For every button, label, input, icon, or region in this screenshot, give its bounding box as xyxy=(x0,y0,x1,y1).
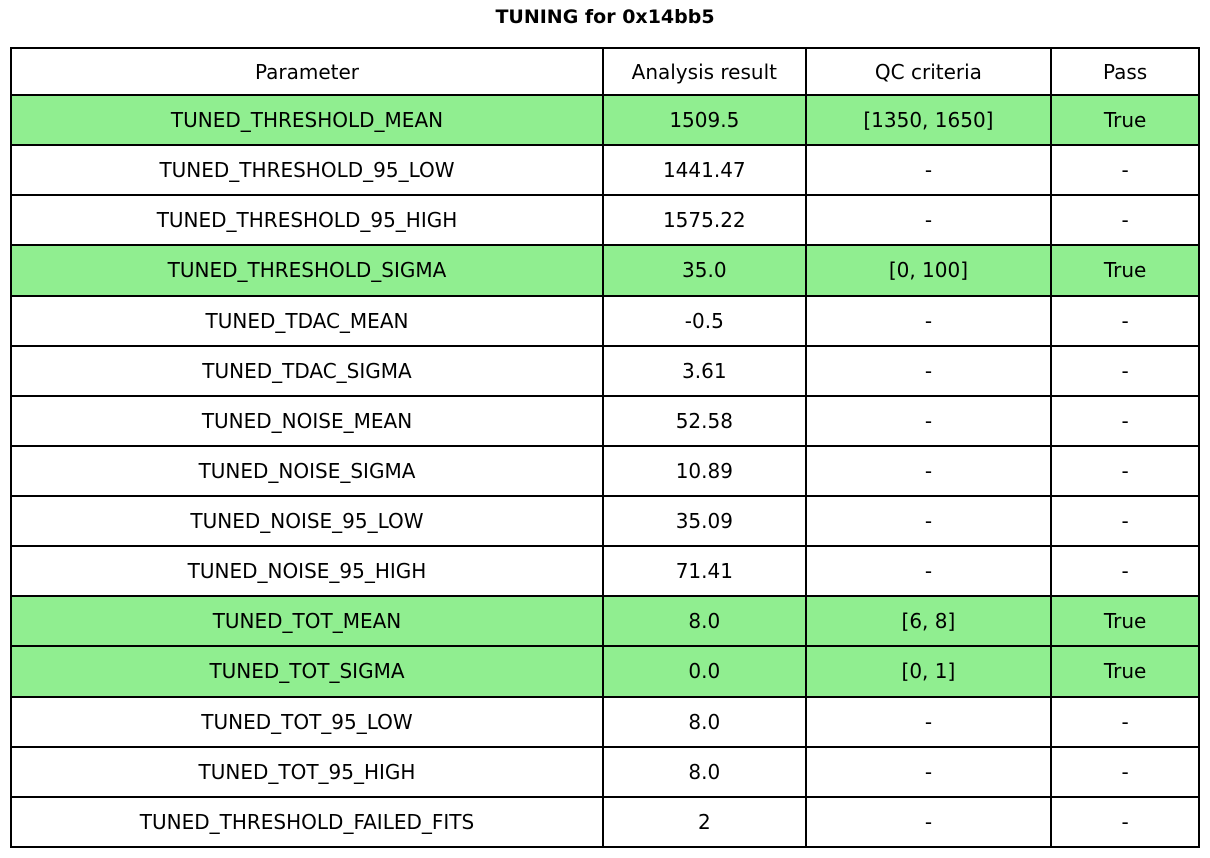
cell-result: 1575.22 xyxy=(601,194,807,247)
col-header-analysis-result: Analysis result xyxy=(601,47,807,96)
cell-qc: - xyxy=(804,545,1053,598)
cell-pass: - xyxy=(1050,494,1200,548)
cell-pass: True xyxy=(1050,645,1200,698)
table-row: TUNED_TDAC_MEAN -0.5- - xyxy=(10,294,1200,347)
cell-parameter: TUNED_TOT_SIGMA xyxy=(10,645,604,698)
cell-pass: - xyxy=(1050,144,1200,197)
cell-parameter: TUNED_TDAC_MEAN xyxy=(10,294,604,347)
cell-parameter: TUNED_TDAC_SIGMA xyxy=(10,344,604,397)
table-row: TUNED_THRESHOLD_95_LOW 1441.47- - xyxy=(10,144,1200,197)
cell-parameter: TUNED_TOT_95_HIGH xyxy=(10,745,604,798)
table-body: TUNED_THRESHOLD_MEAN 1509.5 [1350, 1650] Tr… xyxy=(10,93,1200,849)
cell-result: 1441.47 xyxy=(601,144,807,197)
cell-result: -0.5 xyxy=(601,294,807,347)
cell-pass: - xyxy=(1050,545,1200,598)
cell-qc: - xyxy=(804,494,1053,548)
cell-pass: - xyxy=(1050,695,1200,748)
cell-pass: - xyxy=(1050,344,1200,397)
cell-pass: - xyxy=(1050,194,1200,247)
cell-parameter: TUNED_THRESHOLD_FAILED_FITS xyxy=(10,795,604,849)
cell-parameter: TUNED_THRESHOLD_SIGMA xyxy=(10,244,604,297)
table-row: TUNED_TOT_95_LOW 8.0- - xyxy=(10,695,1200,748)
cell-qc: - xyxy=(804,294,1053,347)
col-header-pass: Pass xyxy=(1050,47,1200,96)
table-row: TUNED_THRESHOLD_MEAN 1509.5 [1350, 1650] Tr… xyxy=(10,93,1200,147)
cell-parameter: TUNED_TOT_MEAN xyxy=(10,595,604,648)
table-row: TUNED_THRESHOLD_SIGMA 35.0 [0, 100] True xyxy=(10,244,1200,297)
cell-parameter: TUNED_NOISE_95_HIGH xyxy=(10,545,604,598)
cell-qc: [1350, 1650] xyxy=(804,93,1053,147)
cell-result: 35.09 xyxy=(601,494,807,548)
table-row: TUNED_NOISE_SIGMA 10.89- - xyxy=(10,444,1200,498)
table-row: TUNED_THRESHOLD_FAILED_FITS 2- - xyxy=(10,795,1200,849)
table-row: TUNED_THRESHOLD_95_HIGH 1575.22- - xyxy=(10,194,1200,247)
cell-result: 8.0 xyxy=(601,595,807,648)
cell-pass: - xyxy=(1050,795,1200,849)
table-row: TUNED_TDAC_SIGMA 3.61- - xyxy=(10,344,1200,397)
tuning-table: Parameter Analysis result QC criteria Pa… xyxy=(10,47,1200,849)
table-row: TUNED_NOISE_95_LOW 35.09- - xyxy=(10,494,1200,548)
cell-parameter: TUNED_NOISE_95_LOW xyxy=(10,494,604,548)
cell-pass: - xyxy=(1050,394,1200,447)
cell-qc: - xyxy=(804,394,1053,447)
table-row: TUNED_TOT_MEAN 8.0 [6, 8] True xyxy=(10,595,1200,648)
cell-qc: - xyxy=(804,194,1053,247)
cell-qc: - xyxy=(804,795,1053,849)
cell-pass: True xyxy=(1050,93,1200,147)
cell-result: 8.0 xyxy=(601,745,807,798)
cell-result: 8.0 xyxy=(601,695,807,748)
cell-parameter: TUNED_NOISE_SIGMA xyxy=(10,444,604,498)
cell-result: 2 xyxy=(601,795,807,849)
cell-result: 0.0 xyxy=(601,645,807,698)
cell-pass: - xyxy=(1050,294,1200,347)
cell-result: 35.0 xyxy=(601,244,807,297)
cell-result: 52.58 xyxy=(601,394,807,447)
cell-parameter: TUNED_NOISE_MEAN xyxy=(10,394,604,447)
table-row: TUNED_NOISE_MEAN 52.58- - xyxy=(10,394,1200,447)
cell-parameter: TUNED_THRESHOLD_95_LOW xyxy=(10,144,604,197)
cell-pass: - xyxy=(1050,444,1200,498)
cell-qc: - xyxy=(804,745,1053,798)
cell-qc: - xyxy=(804,444,1053,498)
cell-qc: - xyxy=(804,144,1053,197)
cell-pass: True xyxy=(1050,244,1200,297)
cell-qc: - xyxy=(804,344,1053,397)
header-row: Parameter Analysis result QC criteria Pa… xyxy=(10,47,1200,96)
cell-qc: [0, 1] xyxy=(804,645,1053,698)
cell-pass: - xyxy=(1050,745,1200,798)
cell-result: 71.41 xyxy=(601,545,807,598)
table-row: TUNED_TOT_95_HIGH 8.0- - xyxy=(10,745,1200,798)
col-header-qc-criteria: QC criteria xyxy=(804,47,1053,96)
cell-qc: - xyxy=(804,695,1053,748)
cell-parameter: TUNED_TOT_95_LOW xyxy=(10,695,604,748)
table-row: TUNED_NOISE_95_HIGH 71.41- - xyxy=(10,545,1200,598)
table-row: TUNED_TOT_SIGMA 0.0 [0, 1] True xyxy=(10,645,1200,698)
cell-result: 3.61 xyxy=(601,344,807,397)
page-title: TUNING for 0x14bb5 xyxy=(495,6,715,28)
cell-result: 10.89 xyxy=(601,444,807,498)
cell-result: 1509.5 xyxy=(601,93,807,147)
cell-qc: [6, 8] xyxy=(804,595,1053,648)
cell-parameter: TUNED_THRESHOLD_MEAN xyxy=(10,93,604,147)
cell-parameter: TUNED_THRESHOLD_95_HIGH xyxy=(10,194,604,247)
cell-pass: True xyxy=(1050,595,1200,648)
col-header-parameter: Parameter xyxy=(10,47,604,96)
cell-qc: [0, 100] xyxy=(804,244,1053,297)
